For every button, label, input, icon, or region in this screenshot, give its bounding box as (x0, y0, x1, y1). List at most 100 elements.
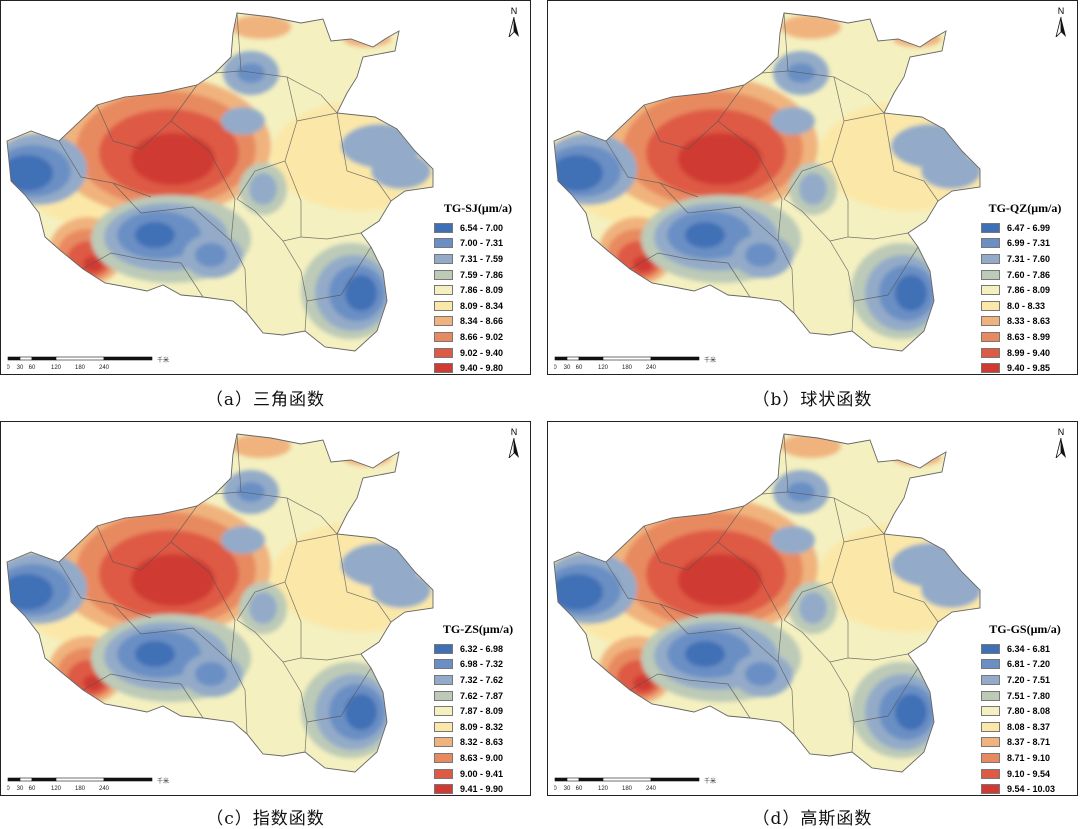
legend-label: 8.37 - 8.71 (1007, 737, 1051, 748)
caption-b: （b）球状函数 (752, 390, 873, 410)
contour-zone (221, 526, 265, 554)
scale-unit: 千米 (157, 777, 169, 785)
city-boundary (96, 505, 198, 571)
north-arrow-icon (508, 17, 519, 37)
legend-item: 8.08 - 8.37 (981, 719, 1069, 735)
north-label: N (510, 6, 518, 16)
contour-zone (895, 275, 927, 311)
contour-zone (195, 662, 227, 686)
legend-item: 8.63 - 8.99 (981, 329, 1069, 345)
legend-swatch (981, 300, 1000, 311)
legend-label: 6.34 - 6.81 (1007, 643, 1051, 654)
legend-swatch (981, 784, 1000, 795)
legend-title: TG-ZS(μm/a) (442, 622, 514, 636)
legend-swatch (434, 659, 453, 670)
scale-unit: 千米 (704, 777, 716, 785)
legend-item: 9.02 - 9.40 (434, 345, 522, 361)
legend-item: 8.0 - 8.33 (981, 298, 1069, 314)
legend-label: 7.62 - 7.87 (460, 690, 504, 701)
caption-d: （d）高斯函数 (752, 809, 873, 829)
contour-zone (771, 526, 815, 554)
legend-swatch (981, 659, 1000, 670)
scale-segment (578, 777, 604, 782)
contour-zone (231, 15, 291, 39)
scale-segment (19, 777, 33, 782)
city-boundary (777, 240, 795, 314)
scale-tick-label: 0 (7, 786, 10, 792)
legend-swatch (434, 721, 453, 732)
legend-item: 7.60 - 7.86 (981, 267, 1069, 283)
city-boundary (336, 533, 392, 623)
city-boundary (236, 619, 284, 663)
city-boundary (643, 505, 745, 571)
contour-zone (237, 63, 265, 83)
legend-label: 9.10 - 9.54 (1007, 768, 1051, 779)
legend-label: 7.51 - 7.80 (1007, 690, 1051, 701)
scale-segment (566, 356, 580, 361)
legend-label: 8.09 - 8.32 (460, 721, 504, 732)
city-boundary (230, 661, 248, 735)
north-arrow: N (506, 428, 522, 458)
contour-zone (799, 173, 827, 205)
legend-item: 7.31 - 7.60 (981, 251, 1069, 267)
scale-tick-label: 180 (75, 365, 86, 371)
legend-item: 7.31 - 7.59 (434, 251, 522, 267)
legend-swatch (981, 721, 1000, 732)
scale-tick-label: 120 (598, 786, 609, 792)
contour-zone (371, 153, 431, 189)
legend-item: 8.33 - 8.63 (981, 314, 1069, 330)
legend-swatch (981, 737, 1000, 748)
legend-item: 8.09 - 8.34 (434, 298, 522, 314)
scale-bar: 0 30 60 120 180 240 千米 (554, 356, 716, 371)
legend-swatch (981, 316, 1000, 327)
legend-item: 7.86 - 8.09 (434, 282, 522, 298)
map-panel-b: N TG-QZ(μm/a) 6.47 - 6.99 6.99 - 7.31 7.31… (547, 0, 1078, 375)
scale-segment (578, 356, 604, 361)
scale-segment (602, 777, 652, 782)
contour-zone (131, 554, 215, 606)
legend-item: 9.40 - 9.85 (981, 360, 1069, 376)
legend-label: 7.20 - 7.51 (1007, 674, 1051, 685)
contour-zone (7, 574, 53, 610)
city-boundary (847, 232, 909, 240)
scale-tick-label: 60 (29, 786, 36, 792)
legend-item: 6.98 - 7.32 (434, 657, 522, 673)
contour-zone (745, 662, 777, 686)
legend-swatch (434, 253, 453, 264)
north-arrow: N (1053, 428, 1069, 458)
city-boundary (306, 246, 372, 302)
contour-zone (131, 133, 215, 185)
legend-label: 9.02 - 9.40 (460, 347, 504, 358)
contour-zone (135, 641, 175, 667)
contour-zone (249, 173, 277, 205)
legend-item: 7.59 - 7.86 (434, 267, 522, 283)
legend-swatch (434, 690, 453, 701)
legend-item: 7.80 - 8.08 (981, 703, 1069, 719)
contour-zone (135, 222, 175, 248)
legend-item: 6.54 - 7.00 (434, 220, 522, 236)
legend-swatch (434, 269, 453, 280)
city-boundary (336, 112, 392, 202)
city-boundary (112, 182, 232, 242)
legend-label: 8.63 - 9.00 (460, 752, 504, 763)
scale-tick-label: 30 (17, 365, 24, 371)
scale-tick-label: 120 (51, 365, 62, 371)
scale-tick-label: 60 (576, 365, 583, 371)
city-boundary (282, 661, 308, 753)
legend-swatch (434, 363, 453, 374)
legend-label: 8.08 - 8.37 (1007, 721, 1051, 732)
city-boundary (761, 491, 789, 495)
legend-swatch (434, 784, 453, 795)
city-boundary (847, 653, 909, 661)
contour-zone (799, 592, 827, 624)
scale-tick-label: 180 (622, 365, 633, 371)
legend-label: 7.80 - 8.08 (1007, 706, 1051, 717)
legend-label: 7.00 - 7.31 (460, 238, 504, 249)
map-canvas (553, 433, 981, 773)
legend-swatch (434, 347, 453, 358)
legend: TG-GS(μm/a) 6.34 - 6.81 6.81 - 7.20 7.20 -… (981, 622, 1069, 797)
legend-item: 7.00 - 7.31 (434, 236, 522, 252)
legend-label: 7.31 - 7.59 (460, 253, 504, 264)
city-boundary (605, 561, 699, 619)
contour-zone (554, 574, 603, 610)
